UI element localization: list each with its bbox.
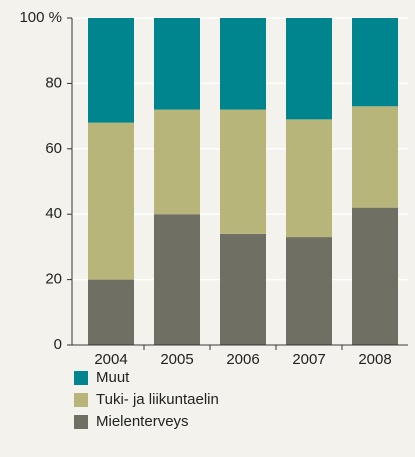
x-tick-label: 2007 — [292, 351, 325, 368]
bar-segment — [352, 18, 398, 107]
legend-label: Tuki- ja liikuntaelin — [96, 391, 219, 408]
y-tick-label: 100 % — [19, 9, 62, 26]
legend-swatch — [74, 371, 88, 385]
bar-segment — [352, 106, 398, 208]
y-tick-label: 20 — [45, 271, 62, 288]
legend-swatch — [74, 415, 88, 429]
y-tick-label: 40 — [45, 205, 62, 222]
bar-segment — [286, 18, 332, 120]
y-tick-label: 0 — [54, 336, 62, 353]
bar-segment — [286, 119, 332, 238]
y-tick-label: 80 — [45, 74, 62, 91]
y-tick-label: 60 — [45, 140, 62, 157]
x-tick-label: 2006 — [226, 351, 259, 368]
legend-label: Mielenterveys — [96, 413, 189, 430]
bar-segment — [286, 237, 332, 345]
bar-segment — [220, 109, 266, 234]
x-tick-label: 2004 — [94, 351, 127, 368]
x-tick-label: 2008 — [358, 351, 391, 368]
bar-segment — [352, 207, 398, 345]
legend-label: Muut — [96, 369, 130, 386]
bar-segment — [154, 18, 200, 110]
bar-segment — [88, 122, 134, 280]
bar-segment — [88, 279, 134, 345]
bar-segment — [88, 18, 134, 123]
legend-swatch — [74, 393, 88, 407]
bar-segment — [154, 109, 200, 215]
x-tick-label: 2005 — [160, 351, 193, 368]
bar-segment — [154, 214, 200, 345]
bar-segment — [220, 18, 266, 110]
bar-segment — [220, 233, 266, 345]
